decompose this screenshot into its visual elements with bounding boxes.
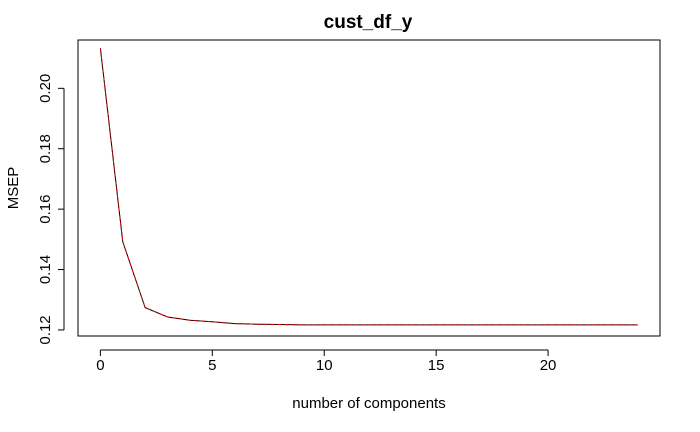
x-tick-label: 5 bbox=[208, 357, 216, 374]
y-axis-label: MSEP bbox=[5, 167, 22, 210]
y-axis: 0.12 0.14 0.16 0.18 0.20 bbox=[37, 74, 65, 345]
x-tick-label: 0 bbox=[96, 357, 104, 374]
x-axis: 0 5 10 15 20 bbox=[96, 349, 557, 374]
series-layer bbox=[99, 48, 638, 326]
x-tick-label: 15 bbox=[428, 357, 445, 374]
y-tick-label: 0.16 bbox=[37, 195, 54, 224]
y-tick-label: 0.12 bbox=[37, 315, 54, 344]
y-tick-label: 0.20 bbox=[37, 74, 54, 103]
x-tick-label: 10 bbox=[316, 357, 333, 374]
plot-area-border bbox=[77, 39, 661, 337]
x-tick-label: 20 bbox=[540, 357, 557, 374]
chart-title: cust_df_y bbox=[324, 12, 413, 33]
y-tick-label: 0.14 bbox=[37, 255, 54, 284]
series-line-solid bbox=[99, 48, 638, 326]
series-line-dashed bbox=[99, 48, 638, 326]
y-tick-label: 0.18 bbox=[37, 134, 54, 163]
x-axis-label: number of components bbox=[292, 395, 445, 412]
